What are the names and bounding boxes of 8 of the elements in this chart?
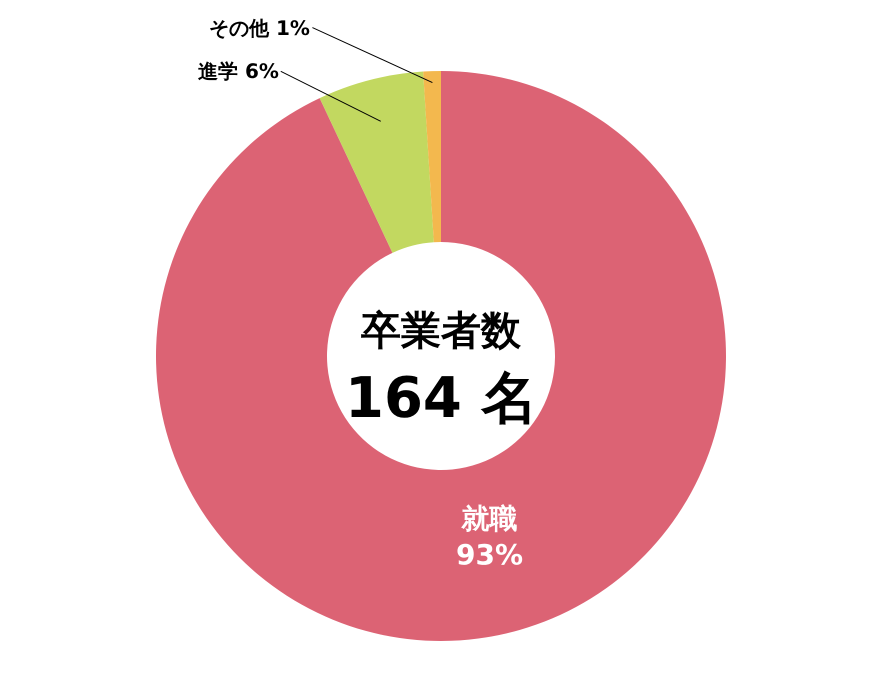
slice-label: その他 1% bbox=[209, 16, 310, 40]
text: 164 名 bbox=[345, 366, 538, 431]
slice-label: 就職 bbox=[460, 502, 518, 535]
text: 卒業者数 bbox=[360, 308, 522, 354]
slice-label: 進学 6% bbox=[198, 59, 279, 83]
donut-slice bbox=[423, 71, 441, 242]
data-label: 93% bbox=[456, 538, 524, 572]
donut-slice bbox=[320, 72, 434, 253]
